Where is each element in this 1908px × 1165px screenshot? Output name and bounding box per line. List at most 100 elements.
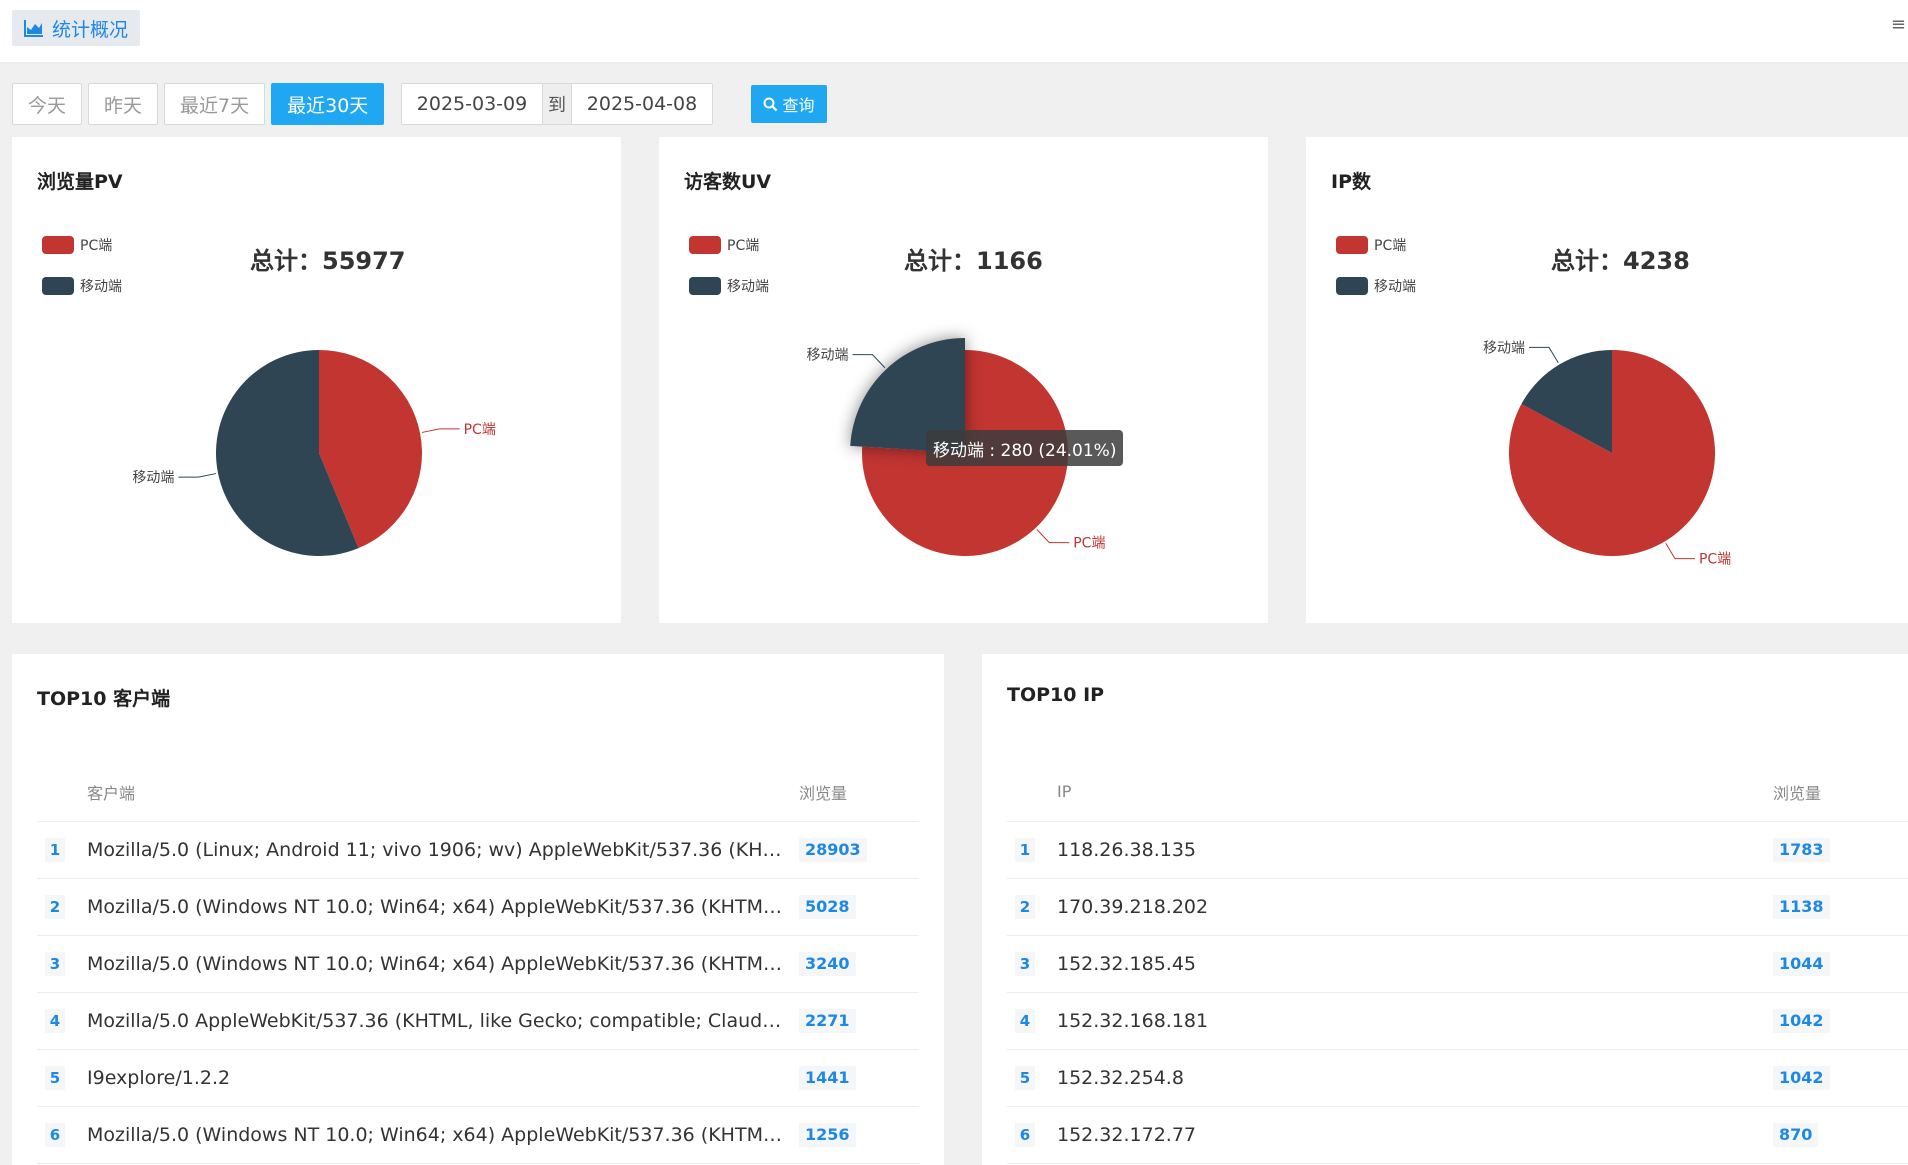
legend-item-pc[interactable]: PC端: [1336, 235, 1416, 255]
card-title: IP数: [1331, 171, 1371, 193]
views-badge: 1042: [1773, 1009, 1830, 1033]
table-row[interactable]: 5 I9explore/1.2.2 1441: [37, 1050, 919, 1107]
legend-swatch: [1336, 277, 1368, 295]
total-label: 总计：1166: [904, 247, 1043, 275]
row-name: Mozilla/5.0 (Linux; Android 11; vivo 190…: [87, 839, 799, 861]
legend-label: 移动端: [80, 279, 122, 295]
pie-slice-mobile[interactable]: [1521, 350, 1612, 453]
ip-card: IP数 PC端 移动端 总计：4238 PC端 移动端: [1306, 137, 1908, 623]
row-name: 118.26.38.135: [1057, 839, 1197, 861]
table-header: 客户端 浏览量: [37, 762, 919, 822]
menu-icon[interactable]: ≡: [1890, 14, 1906, 35]
legend-item-mobile[interactable]: 移动端: [689, 276, 769, 296]
row-name: Mozilla/5.0 (Windows NT 10.0; Win64; x64…: [87, 896, 799, 918]
legend-item-mobile[interactable]: 移动端: [42, 276, 122, 296]
rank-badge: 2: [45, 895, 65, 919]
table-row[interactable]: 4 Mozilla/5.0 AppleWebKit/537.36 (KHTML, …: [37, 993, 919, 1050]
label-line: [852, 354, 886, 369]
legend-swatch: [1336, 236, 1368, 254]
query-label: 查询: [782, 96, 815, 115]
tab-label: 统计概况: [52, 18, 129, 41]
table-row[interactable]: 1 Mozilla/5.0 (Linux; Android 11; vivo 19…: [37, 822, 919, 879]
date-from-input[interactable]: [402, 84, 542, 124]
table-row[interactable]: 3 Mozilla/5.0 (Windows NT 10.0; Win64; x6…: [37, 936, 919, 993]
label-line: [1529, 346, 1559, 364]
row-name: Mozilla/5.0 (Windows NT 10.0; Win64; x64…: [87, 953, 799, 975]
card-title: 浏览量PV: [37, 171, 123, 193]
legend-swatch: [42, 277, 74, 295]
pie-slice-mobile[interactable]: [850, 338, 965, 453]
label-line: [178, 473, 217, 478]
slice-label: PC端: [1073, 536, 1105, 552]
ip-pie-chart: PC端 移动端: [1483, 340, 1731, 568]
views-badge: 3240: [799, 952, 856, 976]
table-row[interactable]: 5 152.32.254.8 1042: [1007, 1050, 1908, 1107]
range-yesterday-button[interactable]: 昨天: [88, 83, 159, 125]
legend-swatch: [42, 236, 74, 254]
top-bar: 统计概况 ≡: [0, 0, 1908, 62]
pie-slice-pc[interactable]: [319, 350, 423, 549]
legend-item-pc[interactable]: PC端: [42, 235, 122, 255]
views-badge: 870: [1773, 1123, 1819, 1147]
range-7days-button[interactable]: 最近7天: [164, 83, 266, 125]
views-badge: 5028: [799, 895, 856, 919]
card-title: TOP10 IP: [1007, 684, 1105, 706]
legend-item-pc[interactable]: PC端: [689, 235, 769, 255]
column-header-client: 客户端: [87, 783, 136, 803]
rank-badge: 1: [45, 838, 65, 862]
uv-pie-chart: PC端 移动端: [807, 338, 1105, 556]
date-separator: 到: [542, 84, 572, 124]
rank-badge: 4: [1015, 1009, 1035, 1033]
card-title: TOP10 客户端: [37, 688, 171, 710]
range-toolbar: 今天 昨天 最近7天 最近30天: [12, 83, 390, 125]
views-badge: 2271: [799, 1009, 856, 1033]
rank-badge: 5: [45, 1066, 65, 1090]
slice-label: PC端: [1699, 552, 1731, 568]
legend-swatch: [689, 236, 721, 254]
table-row[interactable]: 6 Mozilla/5.0 (Windows NT 10.0; Win64; x6…: [37, 1107, 919, 1164]
chart-legend: PC端 移动端: [1336, 235, 1416, 317]
chart-tooltip: 移动端 : 280 (24.01%): [926, 430, 1124, 466]
views-badge: 1256: [799, 1123, 856, 1147]
range-today-button[interactable]: 今天: [12, 83, 83, 125]
table-row[interactable]: 3 152.32.185.45 1044: [1007, 936, 1908, 993]
slice-label: 移动端: [807, 348, 849, 364]
total-label: 总计：55977: [250, 247, 406, 275]
chart-legend: PC端 移动端: [689, 235, 769, 317]
table-header: IP 浏览量: [1007, 762, 1908, 822]
date-to-input[interactable]: [572, 84, 712, 124]
rank-badge: 6: [45, 1123, 65, 1147]
row-name: I9explore/1.2.2: [87, 1067, 231, 1089]
table-row[interactable]: 6 152.32.172.77 870: [1007, 1107, 1908, 1164]
legend-label: PC端: [727, 238, 760, 254]
legend-label: 移动端: [727, 279, 769, 295]
rank-badge: 3: [1015, 952, 1035, 976]
legend-swatch: [689, 277, 721, 295]
slice-label: 移动端: [1483, 340, 1525, 356]
chart-legend: PC端 移动端: [42, 235, 122, 317]
rank-badge: 2: [1015, 895, 1035, 919]
table-row[interactable]: 2 170.39.218.202 1138: [1007, 879, 1908, 936]
rank-badge: 6: [1015, 1123, 1035, 1147]
row-name: Mozilla/5.0 AppleWebKit/537.36 (KHTML, l…: [87, 1010, 799, 1032]
table-row[interactable]: 1 118.26.38.135 1783: [1007, 822, 1908, 879]
query-button[interactable]: 查询: [751, 85, 827, 123]
row-name: Mozilla/5.0 (Windows NT 10.0; Win64; x64…: [87, 1124, 799, 1146]
pie-slice-mobile[interactable]: [215, 350, 359, 556]
legend-item-mobile[interactable]: 移动端: [1336, 276, 1416, 296]
row-name: 152.32.254.8: [1057, 1067, 1184, 1089]
column-header-views: 浏览量: [1773, 783, 1822, 803]
views-badge: 1138: [1773, 895, 1830, 919]
column-header-ip: IP: [1057, 782, 1072, 801]
range-30days-button[interactable]: 最近30天: [271, 83, 385, 125]
table-row[interactable]: 4 152.32.168.181 1042: [1007, 993, 1908, 1050]
tab-statistics-overview[interactable]: 统计概况: [12, 10, 141, 46]
top10-clients-card: TOP10 客户端 客户端 浏览量 1 Mozilla/5.0 (Linux; A…: [12, 654, 944, 1165]
row-name: 170.39.218.202: [1057, 896, 1209, 918]
slice-label: PC端: [464, 422, 496, 438]
column-header-views: 浏览量: [799, 783, 848, 803]
area-chart-icon: [24, 20, 43, 37]
uv-card: 访客数UV PC端 移动端 总计：1166 PC端 移动端 移动端 : 280 (…: [659, 137, 1268, 623]
table-row[interactable]: 2 Mozilla/5.0 (Windows NT 10.0; Win64; x6…: [37, 879, 919, 936]
